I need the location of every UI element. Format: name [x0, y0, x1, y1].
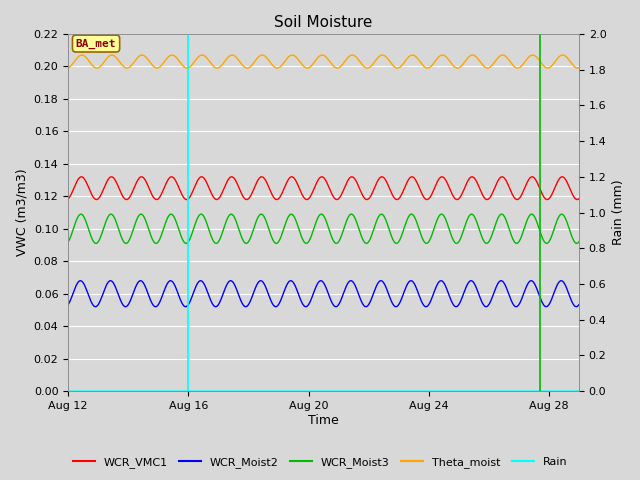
WCR_VMC1: [260, 176, 268, 181]
Legend: WCR_VMC1, WCR_Moist2, WCR_Moist3, Theta_moist, Rain: WCR_VMC1, WCR_Moist2, WCR_Moist3, Theta_…: [68, 452, 572, 472]
WCR_VMC1: [575, 196, 583, 202]
WCR_Moist2: [565, 292, 573, 298]
Rain: [565, 388, 573, 394]
WCR_Moist3: [152, 240, 160, 246]
Theta_moist: [64, 65, 72, 71]
WCR_VMC1: [528, 174, 536, 180]
Theta_moist: [108, 52, 116, 58]
Rain: [575, 388, 583, 394]
Theta_moist: [510, 63, 518, 69]
WCR_VMC1: [64, 196, 72, 202]
WCR_Moist2: [260, 281, 268, 287]
WCR_Moist3: [575, 239, 583, 245]
WCR_Moist2: [64, 302, 72, 308]
WCR_Moist3: [153, 240, 161, 246]
Theta_moist: [544, 65, 552, 71]
Rain: [64, 388, 72, 394]
Theta_moist: [282, 57, 290, 62]
WCR_Moist3: [283, 218, 291, 224]
Title: Soil Moisture: Soil Moisture: [275, 15, 372, 30]
Theta_moist: [565, 58, 573, 63]
Line: WCR_Moist3: WCR_Moist3: [68, 214, 579, 243]
WCR_VMC1: [123, 197, 131, 203]
Y-axis label: Rain (mm): Rain (mm): [612, 180, 625, 245]
WCR_VMC1: [282, 180, 290, 186]
WCR_Moist2: [153, 303, 161, 309]
Theta_moist: [575, 65, 583, 71]
Rain: [123, 388, 131, 394]
Theta_moist: [123, 65, 131, 71]
WCR_Moist2: [123, 303, 131, 309]
WCR_VMC1: [510, 194, 518, 200]
Rain: [153, 388, 161, 394]
WCR_VMC1: [565, 184, 573, 190]
Text: BA_met: BA_met: [76, 38, 116, 48]
WCR_Moist2: [510, 302, 518, 308]
WCR_Moist3: [511, 239, 518, 244]
Rain: [260, 388, 268, 394]
Theta_moist: [260, 53, 268, 59]
Line: WCR_Moist2: WCR_Moist2: [68, 281, 579, 307]
WCR_Moist3: [77, 211, 84, 217]
WCR_VMC1: [153, 197, 161, 203]
Y-axis label: VWC (m3/m3): VWC (m3/m3): [15, 168, 28, 256]
WCR_Moist2: [137, 278, 145, 284]
Rain: [282, 388, 290, 394]
Theta_moist: [153, 65, 161, 71]
Rain: [510, 388, 518, 394]
Line: WCR_VMC1: WCR_VMC1: [68, 177, 579, 200]
X-axis label: Time: Time: [308, 414, 339, 427]
WCR_VMC1: [93, 197, 100, 203]
WCR_Moist3: [260, 215, 268, 220]
WCR_Moist3: [565, 226, 573, 232]
WCR_Moist2: [282, 283, 290, 289]
WCR_Moist3: [64, 239, 72, 245]
WCR_Moist2: [572, 304, 580, 310]
WCR_Moist2: [575, 302, 583, 308]
WCR_Moist3: [123, 240, 131, 246]
Line: Theta_moist: Theta_moist: [68, 55, 579, 68]
